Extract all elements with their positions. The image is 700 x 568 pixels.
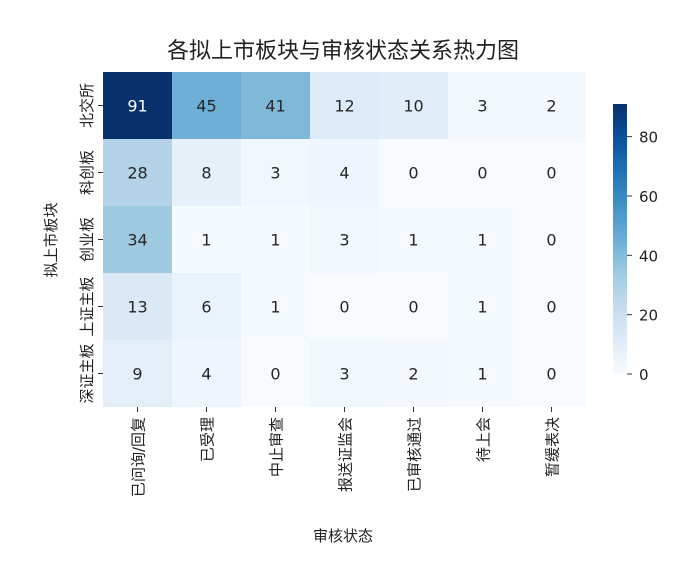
cell-value-label: 1 — [477, 298, 487, 317]
y-tick-label: 北交所 — [78, 83, 96, 128]
heatmap-cell — [517, 340, 586, 407]
heatmap-cell — [241, 206, 310, 273]
heatmap-cell — [310, 340, 379, 407]
cell-value-label: 8 — [201, 164, 211, 183]
colorbar-ticks: 0 20 40 60 80 — [627, 129, 658, 384]
x-tick-label: 待上会 — [475, 417, 493, 462]
cell-value-label: 0 — [546, 365, 556, 384]
heatmap-cell — [379, 273, 448, 340]
cell-value-label: 13 — [127, 298, 147, 317]
heatmap-cell — [241, 340, 310, 407]
heatmap-cell — [241, 273, 310, 340]
colorbar-tick-label: 20 — [639, 307, 658, 325]
cell-value-label: 0 — [546, 164, 556, 183]
cell-value-label: 0 — [546, 298, 556, 317]
heatmap-cell — [103, 139, 172, 206]
x-tick-label: 已审核通过 — [406, 417, 424, 492]
heatmap-cell — [310, 72, 379, 139]
x-tick-label: 中止审查 — [268, 417, 286, 477]
cell-value-label: 3 — [477, 97, 487, 116]
cell-value-label: 45 — [196, 97, 216, 116]
heatmap-cell — [517, 206, 586, 273]
cell-value-label: 34 — [127, 231, 147, 250]
heatmap-cell — [310, 273, 379, 340]
cell-value-label: 9 — [132, 365, 142, 384]
heatmap-cell — [379, 340, 448, 407]
cell-value-label: 1 — [477, 231, 487, 250]
x-tick-label: 报送证监会 — [337, 417, 355, 492]
cell-value-label: 4 — [201, 365, 211, 384]
heatmap-cell — [172, 273, 241, 340]
heatmap-cell — [172, 206, 241, 273]
heatmap-cell — [103, 206, 172, 273]
colorbar — [613, 104, 627, 374]
heatmap-cell — [241, 139, 310, 206]
heatmap-cell — [310, 206, 379, 273]
x-tick-label: 暂缓表决 — [544, 417, 562, 477]
x-tick-label: 已受理 — [199, 417, 217, 462]
heatmap-cell — [448, 206, 517, 273]
cell-value-label: 91 — [127, 97, 147, 116]
cell-value-label: 1 — [477, 365, 487, 384]
cell-value-label: 2 — [546, 97, 556, 116]
cell-value-label: 3 — [339, 365, 349, 384]
cell-value-label: 0 — [270, 365, 280, 384]
cell-value-label: 0 — [339, 298, 349, 317]
cell-value-label: 3 — [270, 164, 280, 183]
cell-value-label: 4 — [339, 164, 349, 183]
cell-value-label: 3 — [339, 231, 349, 250]
x-axis-ticks: 已问询/回复 已受理 中止审查 报送证监会 已审核通过 待上会 暂缓表决 — [130, 407, 562, 497]
heatmap-cell — [310, 139, 379, 206]
cell-value-label: 0 — [546, 231, 556, 250]
heatmap-cells: 91 45 41 12 10 3 228 8 3 4 0 0 034 1 1 3 1 1 013 6 1 0 0 1 09 4 0 3… — [103, 72, 586, 407]
cell-value-label: 0 — [408, 164, 418, 183]
colorbar-tick-label: 40 — [639, 247, 658, 265]
heatmap-cell — [517, 72, 586, 139]
colorbar-tick-label: 60 — [639, 188, 658, 206]
heatmap-cell — [172, 139, 241, 206]
x-tick-label: 已问询/回复 — [130, 417, 148, 497]
heatmap-cell — [103, 340, 172, 407]
cell-value-label: 1 — [201, 231, 211, 250]
cell-value-label: 1 — [270, 298, 280, 317]
heatmap-cell — [379, 139, 448, 206]
cell-value-label: 12 — [334, 97, 354, 116]
heatmap-cell — [379, 206, 448, 273]
cell-value-label: 1 — [270, 231, 280, 250]
y-tick-label: 科创板 — [78, 150, 96, 195]
heatmap-cell — [172, 72, 241, 139]
colorbar-tick-label: 80 — [639, 129, 658, 147]
y-axis-label: 拟上市板块 — [42, 202, 60, 277]
x-axis-label: 审核状态 — [313, 527, 373, 545]
colorbar-tick-label: 0 — [639, 366, 649, 384]
heatmap-cell — [379, 72, 448, 139]
cell-value-label: 0 — [408, 298, 418, 317]
heatmap-cell — [448, 340, 517, 407]
heatmap-cell — [103, 273, 172, 340]
heatmap-cell — [517, 273, 586, 340]
cell-value-label: 28 — [127, 164, 147, 183]
cell-value-label: 1 — [408, 231, 418, 250]
y-tick-label: 创业板 — [78, 217, 96, 262]
cell-value-label: 10 — [403, 97, 423, 116]
y-tick-label: 深证主板 — [78, 343, 96, 403]
y-tick-label: 上证主板 — [78, 276, 96, 336]
heatmap-cell — [241, 72, 310, 139]
cell-value-label: 0 — [477, 164, 487, 183]
cell-value-label: 41 — [265, 97, 285, 116]
heatmap-cell — [172, 340, 241, 407]
heatmap-cell — [517, 139, 586, 206]
heatmap-cell — [448, 139, 517, 206]
heatmap-cell — [103, 72, 172, 139]
chart-title: 各拟上市板块与审核状态关系热力图 — [167, 39, 519, 64]
heatmap-cell — [448, 72, 517, 139]
cell-value-label: 2 — [408, 365, 418, 384]
heatmap-cell — [448, 273, 517, 340]
cell-value-label: 6 — [201, 298, 211, 317]
